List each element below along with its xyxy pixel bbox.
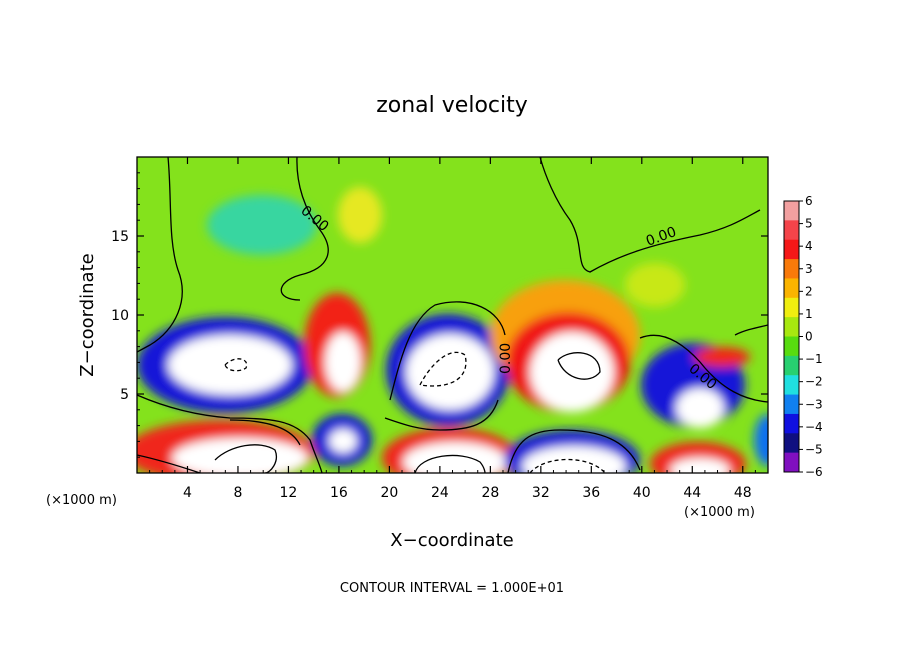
x-tick-label: 20 [380, 485, 398, 501]
contour-line [384, 399, 499, 431]
contour-line [529, 458, 606, 473]
contour-line [214, 444, 277, 473]
field-patch [406, 334, 494, 410]
field-patch [325, 332, 361, 392]
colorbar-swatch [784, 375, 799, 396]
colorbar-tick-label: −3 [805, 397, 823, 411]
x-axis: 4 8 12 16 20 24 28 32 36 40 44 48 [149, 157, 756, 501]
contour-line [224, 358, 248, 372]
colorbar-tick-label: −2 [805, 375, 823, 389]
field-patch [403, 442, 507, 473]
contour-line [229, 419, 301, 446]
colorbar-swatch [784, 394, 799, 415]
colorbar-swatch [784, 336, 799, 357]
contour-line [419, 351, 467, 387]
colorbar-tick-label: 4 [805, 239, 813, 253]
y-tick-label: 10 [111, 308, 129, 324]
contour-line [557, 352, 601, 380]
contour-lines [137, 157, 768, 473]
contour-label: 0.00 [498, 343, 514, 374]
field-patch [530, 332, 614, 412]
colorbar-swatch [784, 413, 799, 434]
contour-line [414, 454, 486, 473]
field-patch [754, 414, 768, 466]
field-patch [676, 388, 724, 428]
colorbar-tick-label: 2 [805, 284, 813, 298]
x-tick-label: 40 [633, 485, 651, 501]
field-patch [694, 347, 750, 367]
colorbar-swatch [784, 239, 799, 260]
colorbar-tick-label: 3 [805, 262, 813, 276]
x-tick-label: 4 [183, 485, 192, 501]
velocity-field [137, 187, 768, 473]
colorbar-swatch [784, 297, 799, 318]
colorbar-swatch [784, 452, 799, 473]
field-patch [168, 335, 292, 395]
colorbar-swatch [784, 201, 799, 221]
contour-line [137, 394, 323, 473]
x-tick-label: 28 [481, 485, 499, 501]
field-patch [522, 446, 626, 473]
contour-line [639, 334, 768, 403]
chart-title: zonal velocity [376, 93, 528, 118]
contour-line [389, 301, 506, 401]
colorbar-tick-label: −1 [805, 352, 823, 366]
contour-line [734, 324, 768, 336]
x-tick-label: 32 [532, 485, 550, 501]
colorbar-tick-label: −5 [805, 442, 823, 456]
z-scale-note: (×1000 m) [46, 493, 117, 508]
x-tick-label: 48 [734, 485, 752, 501]
colorbar-swatch [784, 259, 799, 279]
field-patch [172, 438, 308, 473]
field-patch [670, 458, 730, 473]
colorbar-tick-label: 6 [805, 194, 813, 208]
x-tick-label: 16 [330, 485, 348, 501]
colorbar-tick-label: −6 [805, 465, 823, 479]
field-patch [329, 429, 357, 453]
contour-line [137, 157, 183, 353]
contour-line [507, 429, 641, 473]
contour-line [137, 454, 201, 473]
colorbar: 6 5 4 3 2 1 0 −1 −2 −3 −4 −5 −6 [783, 194, 823, 479]
colorbar-swatch [784, 317, 799, 337]
colorbar-tick-label: −4 [805, 420, 823, 434]
contour-interval-note: CONTOUR INTERVAL = 1.000E+01 [340, 581, 564, 596]
colorbar-swatch [784, 220, 799, 241]
y-axis-label: Z−coordinate [77, 253, 98, 376]
x-axis-label: X−coordinate [390, 530, 513, 551]
y-tick-label: 5 [120, 387, 129, 403]
x-tick-label: 36 [582, 485, 600, 501]
colorbar-tick-label: 0 [805, 330, 813, 344]
contour-line [280, 157, 329, 301]
colorbar-tick-label: 5 [805, 217, 813, 231]
x-tick-label: 44 [683, 485, 701, 501]
colorbar-swatch [784, 355, 799, 376]
x-tick-label: 8 [233, 485, 242, 501]
colorbar-swatch [784, 433, 799, 454]
x-tick-label: 24 [431, 485, 449, 501]
field-patch [207, 195, 317, 255]
field-patch [338, 187, 382, 243]
colorbar-tick-label: 1 [805, 307, 813, 321]
y-tick-label: 15 [111, 229, 129, 245]
x-scale-note: (×1000 m) [684, 505, 755, 520]
y-axis: 5 10 15 [111, 172, 768, 458]
contour-line [539, 157, 761, 273]
field-patch [625, 263, 685, 307]
plot-area: 0.00 0.00 0.00 0.00 [137, 157, 768, 473]
colorbar-swatch [784, 278, 799, 299]
x-tick-label: 12 [280, 485, 298, 501]
